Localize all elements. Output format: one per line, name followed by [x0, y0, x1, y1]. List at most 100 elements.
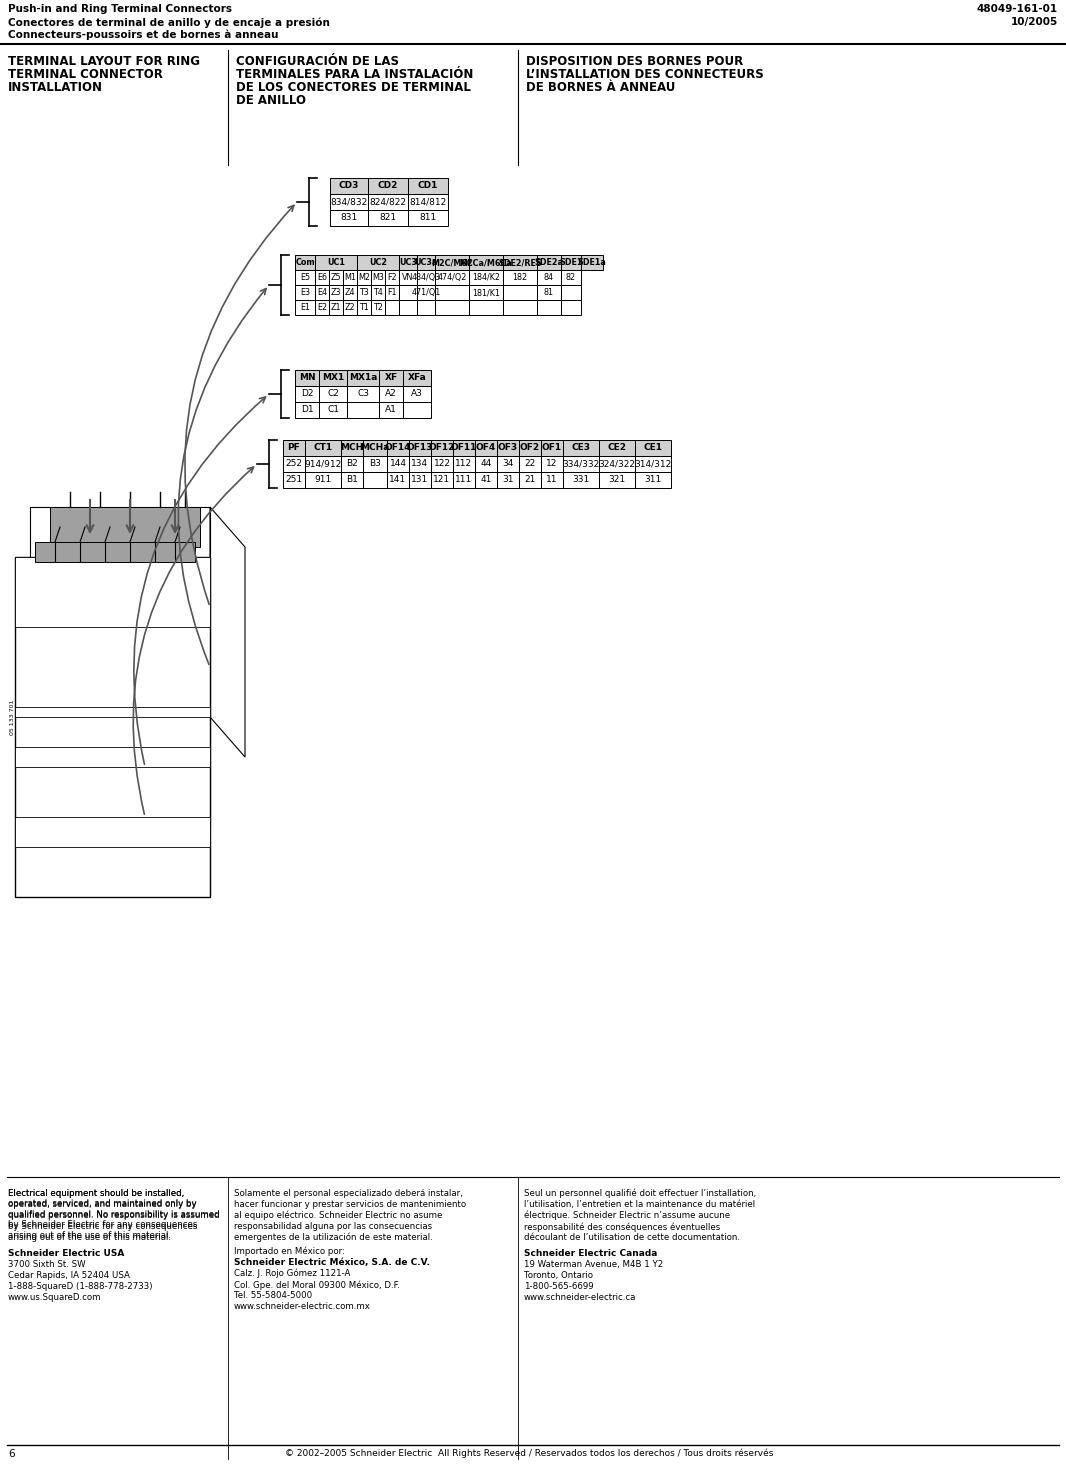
- Bar: [453, 456, 475, 472]
- Bar: [379, 402, 403, 418]
- Text: Z4: Z4: [344, 288, 355, 296]
- Text: qualified personnel. No responsibility is assumed: qualified personnel. No responsibility i…: [9, 1210, 220, 1221]
- Text: 144: 144: [389, 459, 406, 468]
- Bar: [385, 285, 399, 299]
- Text: TERMINAL CONNECTOR: TERMINAL CONNECTOR: [9, 67, 163, 81]
- Bar: [635, 472, 671, 489]
- Bar: [599, 472, 635, 489]
- Text: OF4: OF4: [475, 443, 496, 452]
- Bar: [330, 194, 368, 210]
- Text: 12: 12: [546, 459, 558, 468]
- Text: OF14: OF14: [385, 443, 411, 452]
- Text: M1: M1: [344, 273, 356, 282]
- Bar: [295, 386, 319, 402]
- Text: operated, serviced, and maintained only by: operated, serviced, and maintained only …: [9, 1200, 196, 1209]
- Text: F2: F2: [387, 273, 397, 282]
- Text: XF: XF: [385, 374, 398, 383]
- Text: Cedar Rapids, IA 52404 USA: Cedar Rapids, IA 52404 USA: [9, 1270, 130, 1281]
- Text: T3: T3: [359, 288, 369, 296]
- Text: M2: M2: [358, 273, 370, 282]
- Text: 81: 81: [544, 288, 554, 296]
- Bar: [503, 255, 537, 270]
- Bar: [357, 255, 399, 270]
- Bar: [599, 456, 635, 472]
- Text: OF3: OF3: [498, 443, 518, 452]
- Bar: [403, 402, 431, 418]
- Bar: [399, 299, 417, 315]
- Bar: [409, 456, 431, 472]
- Text: DE LOS CONECTORES DE TERMINAL: DE LOS CONECTORES DE TERMINAL: [236, 81, 471, 94]
- Bar: [561, 255, 581, 270]
- Text: Conectores de terminal de anillo y de encaje a presión: Conectores de terminal de anillo y de en…: [9, 18, 329, 28]
- Text: 112: 112: [455, 459, 472, 468]
- Text: CD2: CD2: [377, 182, 399, 191]
- Text: A3: A3: [411, 390, 423, 399]
- Text: 84: 84: [544, 273, 554, 282]
- Text: 914/912: 914/912: [305, 459, 341, 468]
- Bar: [341, 472, 364, 489]
- Text: électrique. Schneider Electric n’assume aucune: électrique. Schneider Electric n’assume …: [524, 1210, 730, 1221]
- Text: MX1a: MX1a: [349, 374, 377, 383]
- Text: 834/832: 834/832: [330, 198, 368, 207]
- Text: MCHa: MCHa: [360, 443, 390, 452]
- Bar: [409, 440, 431, 456]
- Text: 22: 22: [524, 459, 535, 468]
- Bar: [475, 440, 497, 456]
- Bar: [371, 299, 385, 315]
- Bar: [417, 285, 435, 299]
- Text: M2C/M6C: M2C/M6C: [431, 258, 473, 267]
- Bar: [357, 270, 371, 285]
- Text: D2: D2: [301, 390, 313, 399]
- Bar: [497, 456, 519, 472]
- Text: Importado en México por:: Importado en México por:: [235, 1247, 345, 1257]
- Bar: [295, 402, 319, 418]
- Text: DE BORNES À ANNEAU: DE BORNES À ANNEAU: [526, 81, 676, 94]
- Bar: [453, 472, 475, 489]
- Bar: [371, 285, 385, 299]
- Text: 05 133 701: 05 133 701: [10, 700, 15, 735]
- Text: 1-888-SquareD (1-888-778-2733): 1-888-SquareD (1-888-778-2733): [9, 1282, 152, 1291]
- Text: 184/K2: 184/K2: [472, 273, 500, 282]
- Text: 471/Q1: 471/Q1: [411, 288, 440, 296]
- Bar: [561, 299, 581, 315]
- Bar: [295, 270, 314, 285]
- Bar: [408, 210, 448, 226]
- Bar: [563, 456, 599, 472]
- Text: 331: 331: [572, 475, 589, 484]
- Bar: [282, 440, 671, 456]
- Text: E4: E4: [317, 288, 327, 296]
- Text: CT1: CT1: [313, 443, 333, 452]
- Text: E1: E1: [300, 304, 310, 312]
- Bar: [282, 440, 305, 456]
- Bar: [364, 472, 387, 489]
- Text: 121: 121: [434, 475, 451, 484]
- Text: by Schneider Electric for any consequences: by Schneider Electric for any consequenc…: [9, 1222, 197, 1231]
- Bar: [305, 456, 341, 472]
- Text: CD1: CD1: [418, 182, 438, 191]
- Text: D1: D1: [301, 405, 313, 415]
- Text: 911: 911: [314, 475, 332, 484]
- Text: Com: Com: [295, 258, 314, 267]
- Bar: [408, 178, 448, 194]
- Bar: [314, 285, 329, 299]
- Text: 141: 141: [389, 475, 406, 484]
- Text: Schneider Electric Canada: Schneider Electric Canada: [524, 1248, 658, 1259]
- Text: Solamente el personal especializado deberá instalar,: Solamente el personal especializado debe…: [235, 1188, 463, 1199]
- Text: E5: E5: [300, 273, 310, 282]
- Bar: [408, 194, 448, 210]
- Text: Seul un personnel qualifié doit effectuer l’installation,: Seul un personnel qualifié doit effectue…: [524, 1188, 756, 1199]
- Bar: [542, 456, 563, 472]
- Bar: [387, 456, 409, 472]
- Text: XFa: XFa: [407, 374, 426, 383]
- Bar: [537, 255, 561, 270]
- Bar: [314, 270, 329, 285]
- Text: VN: VN: [402, 273, 414, 282]
- Text: 21: 21: [524, 475, 536, 484]
- Bar: [537, 285, 561, 299]
- Bar: [469, 255, 503, 270]
- Text: Push-in and Ring Terminal Connectors: Push-in and Ring Terminal Connectors: [9, 4, 232, 15]
- Text: Z3: Z3: [330, 288, 341, 296]
- Text: 474/Q2: 474/Q2: [437, 273, 467, 282]
- Text: CD3: CD3: [339, 182, 359, 191]
- Bar: [295, 370, 431, 386]
